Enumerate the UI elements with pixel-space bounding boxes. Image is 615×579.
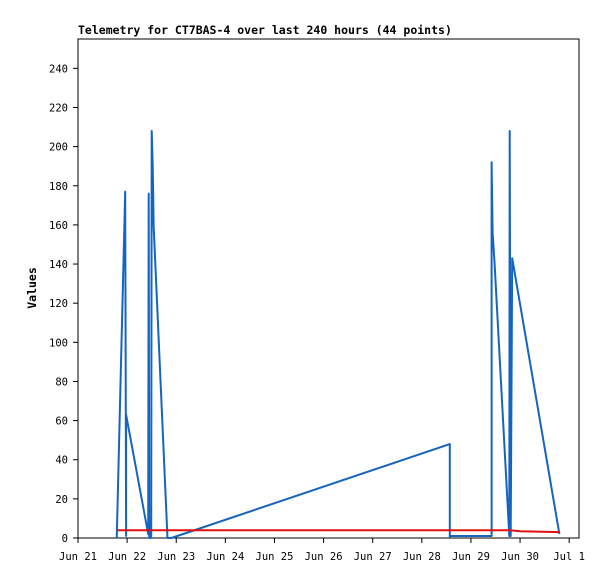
x-tick-label: Jun 27 — [354, 551, 392, 563]
y-tick-label: 240 — [49, 63, 68, 75]
x-tick-label: Jun 26 — [305, 551, 343, 563]
y-tick-label: 40 — [55, 455, 68, 467]
y-tick-label: 20 — [55, 494, 68, 506]
y-axis: 0 20 40 60 80 100 120 140 160 180 200 220 240 — [49, 63, 78, 545]
y-tick-label: 100 — [49, 337, 68, 349]
x-tick-label: Jun 22 — [108, 551, 146, 563]
x-tick-label: Jun 24 — [206, 551, 244, 563]
y-tick-label: 80 — [55, 376, 68, 388]
y-tick-label: 0 — [62, 533, 68, 545]
x-tick-label: Jun 28 — [403, 551, 441, 563]
x-tick-label: Jun 30 — [501, 551, 539, 563]
x-tick-label: Jun 21 — [59, 551, 97, 563]
y-tick-label: 140 — [49, 259, 68, 271]
chart-title: Telemetry for CT7BAS-4 over last 240 hou… — [78, 23, 452, 37]
y-tick-label: 120 — [49, 298, 68, 310]
series-layer — [115, 130, 561, 539]
x-axis: Jun 21 Jun 22 Jun 23 Jun 24 Jun 25 Jun 26 Jun … — [59, 538, 585, 563]
series-line-1 — [115, 130, 561, 539]
x-tick-label: Jun 29 — [452, 551, 490, 563]
y-tick-label: 160 — [49, 220, 68, 232]
y-tick-label: 220 — [49, 102, 68, 114]
y-tick-label: 60 — [55, 416, 68, 428]
y-tick-label: 200 — [49, 142, 68, 154]
y-axis-label: Values — [25, 267, 39, 309]
y-tick-label: 180 — [49, 181, 68, 193]
plot-frame — [77, 38, 580, 539]
x-tick-label: Jul 1 — [553, 551, 585, 563]
x-tick-label: Jun 23 — [157, 551, 195, 563]
x-tick-label: Jun 25 — [256, 551, 294, 563]
series-line-2 — [116, 529, 560, 534]
